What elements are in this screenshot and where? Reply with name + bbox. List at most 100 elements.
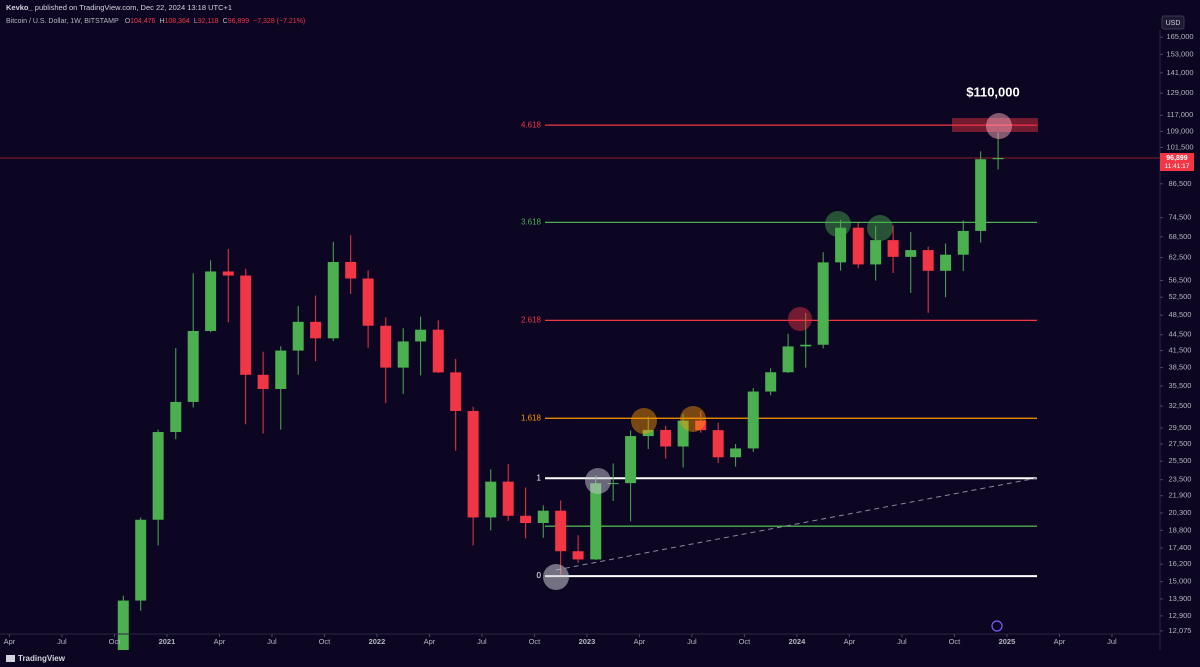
y-tick-label: 17,400: [1169, 543, 1192, 552]
fib-label: 1: [537, 473, 542, 482]
y-tick-label: 35,500: [1169, 381, 1192, 390]
y-tick-label: 74,500: [1169, 213, 1192, 222]
x-tick-label: 2024: [789, 637, 807, 646]
x-tick-label: Jul: [687, 637, 697, 646]
axes: 165,000 153,000 141,000 129,000 117,000 109,0…: [4, 32, 1194, 646]
currency-button[interactable]: [1161, 15, 1185, 30]
y-tick-label: 153,000: [1166, 49, 1193, 58]
currency-label[interactable]: USD: [1166, 20, 1181, 27]
highlight-circle: [631, 408, 657, 434]
candle-body: [362, 278, 374, 326]
x-tick-label: Apr: [844, 637, 856, 646]
candle-body: [485, 481, 497, 518]
publisher-line: Kevko_ published on TradingView.com, Dec…: [6, 3, 232, 12]
symbol: Bitcoin / U.S. Dollar, 1W, BITSTAMP: [6, 18, 119, 25]
x-tick-label: 2022: [369, 637, 386, 646]
candle-body: [572, 551, 584, 560]
candle-body: [222, 271, 234, 276]
brand-logo: [6, 655, 15, 662]
candle-body: [205, 271, 217, 331]
candle-body: [520, 515, 532, 523]
y-tick-label: 15,000: [1169, 577, 1192, 586]
candle-body: [537, 510, 549, 523]
fib-label: 3.618: [521, 217, 542, 226]
candle-body: [695, 420, 707, 431]
candle-body: [590, 483, 602, 560]
y-tick-label: 32,500: [1169, 401, 1192, 410]
candle-body: [922, 250, 934, 271]
candle-body: [380, 325, 392, 368]
y-tick-label: 23,500: [1169, 475, 1192, 484]
ohlc-value: 104,476: [130, 18, 155, 25]
x-tick-label: Apr: [424, 637, 436, 646]
highlight-circle: [825, 211, 851, 237]
x-tick-label: Jul: [477, 637, 487, 646]
x-tick-label: 2025: [999, 637, 1016, 646]
candle-body: [782, 346, 794, 373]
y-tick-label: 18,800: [1169, 525, 1192, 534]
ohlc-value: 96,899: [228, 18, 250, 25]
x-tick-label: Apr: [4, 637, 16, 646]
x-tick-label: Oct: [739, 637, 752, 646]
x-tick-label: Apr: [1054, 637, 1066, 646]
x-tick-label: Oct: [109, 637, 122, 646]
candle-body: [835, 227, 847, 263]
fib-label: 2.618: [521, 316, 542, 325]
candle-body: [240, 275, 252, 375]
y-tick-label: 117,000: [1167, 110, 1194, 119]
x-tick-label: 2023: [579, 637, 596, 646]
ohlc-key: C: [223, 18, 228, 25]
y-tick-label: 12,900: [1169, 611, 1192, 620]
y-tick-label: 109,000: [1166, 126, 1193, 135]
ohlc-key: H: [159, 18, 164, 25]
brand[interactable]: TradingView: [18, 654, 66, 663]
last-price-box: [1160, 153, 1194, 172]
candle-body: [677, 420, 689, 447]
y-tick-label: 165,000: [1166, 32, 1193, 41]
candle-body: [887, 240, 899, 257]
y-tick-label: 48,500: [1169, 310, 1192, 319]
candle-body: [957, 230, 969, 255]
y-tick-label: 12,075: [1169, 626, 1192, 635]
candle-body: [415, 329, 427, 342]
candle-body: [730, 448, 742, 458]
highlight-circle: [867, 215, 893, 241]
candle-body: [327, 262, 339, 339]
y-tick-label: 62,500: [1169, 253, 1192, 262]
highlight-circle: [680, 406, 706, 432]
y-tick-label: 41,500: [1169, 346, 1192, 355]
candle-body: [800, 344, 812, 347]
y-tick-label: 141,000: [1166, 68, 1193, 77]
y-tick-label: 27,500: [1169, 439, 1192, 448]
candle-body: [187, 330, 199, 402]
candle-body: [642, 429, 654, 437]
candle-body: [765, 372, 777, 392]
ohlc-key: O: [125, 18, 131, 25]
candle-body: [467, 411, 479, 518]
candle-body: [292, 321, 304, 351]
author[interactable]: Kevko_: [6, 3, 34, 12]
y-tick-label: 52,500: [1169, 292, 1192, 301]
price-annotation: $110,000: [966, 84, 1020, 99]
candle-body: [345, 262, 357, 279]
candle-body: [432, 329, 444, 373]
candle-body: [135, 519, 147, 601]
symbol-line: Bitcoin / U.S. Dollar, 1W, BITSTAMP O104,…: [6, 18, 305, 25]
y-tick-label: 38,500: [1169, 363, 1192, 372]
highlight-circle: [788, 307, 812, 331]
y-tick-label: 21,900: [1169, 491, 1192, 500]
event-icon[interactable]: [991, 620, 1003, 632]
y-tick-label: 68,500: [1169, 232, 1192, 241]
candle-body: [397, 341, 409, 368]
candle-body: [257, 374, 269, 389]
x-tick-label: Oct: [949, 637, 962, 646]
x-tick-label: Oct: [529, 637, 542, 646]
x-tick-label: Apr: [634, 637, 646, 646]
candle-body: [310, 321, 322, 339]
plot-area: 4.618 3.618 2.618 1.618 1 0: [0, 120, 1160, 665]
x-tick-label: Jul: [897, 637, 907, 646]
ohlc-value: 92,118: [198, 18, 219, 25]
